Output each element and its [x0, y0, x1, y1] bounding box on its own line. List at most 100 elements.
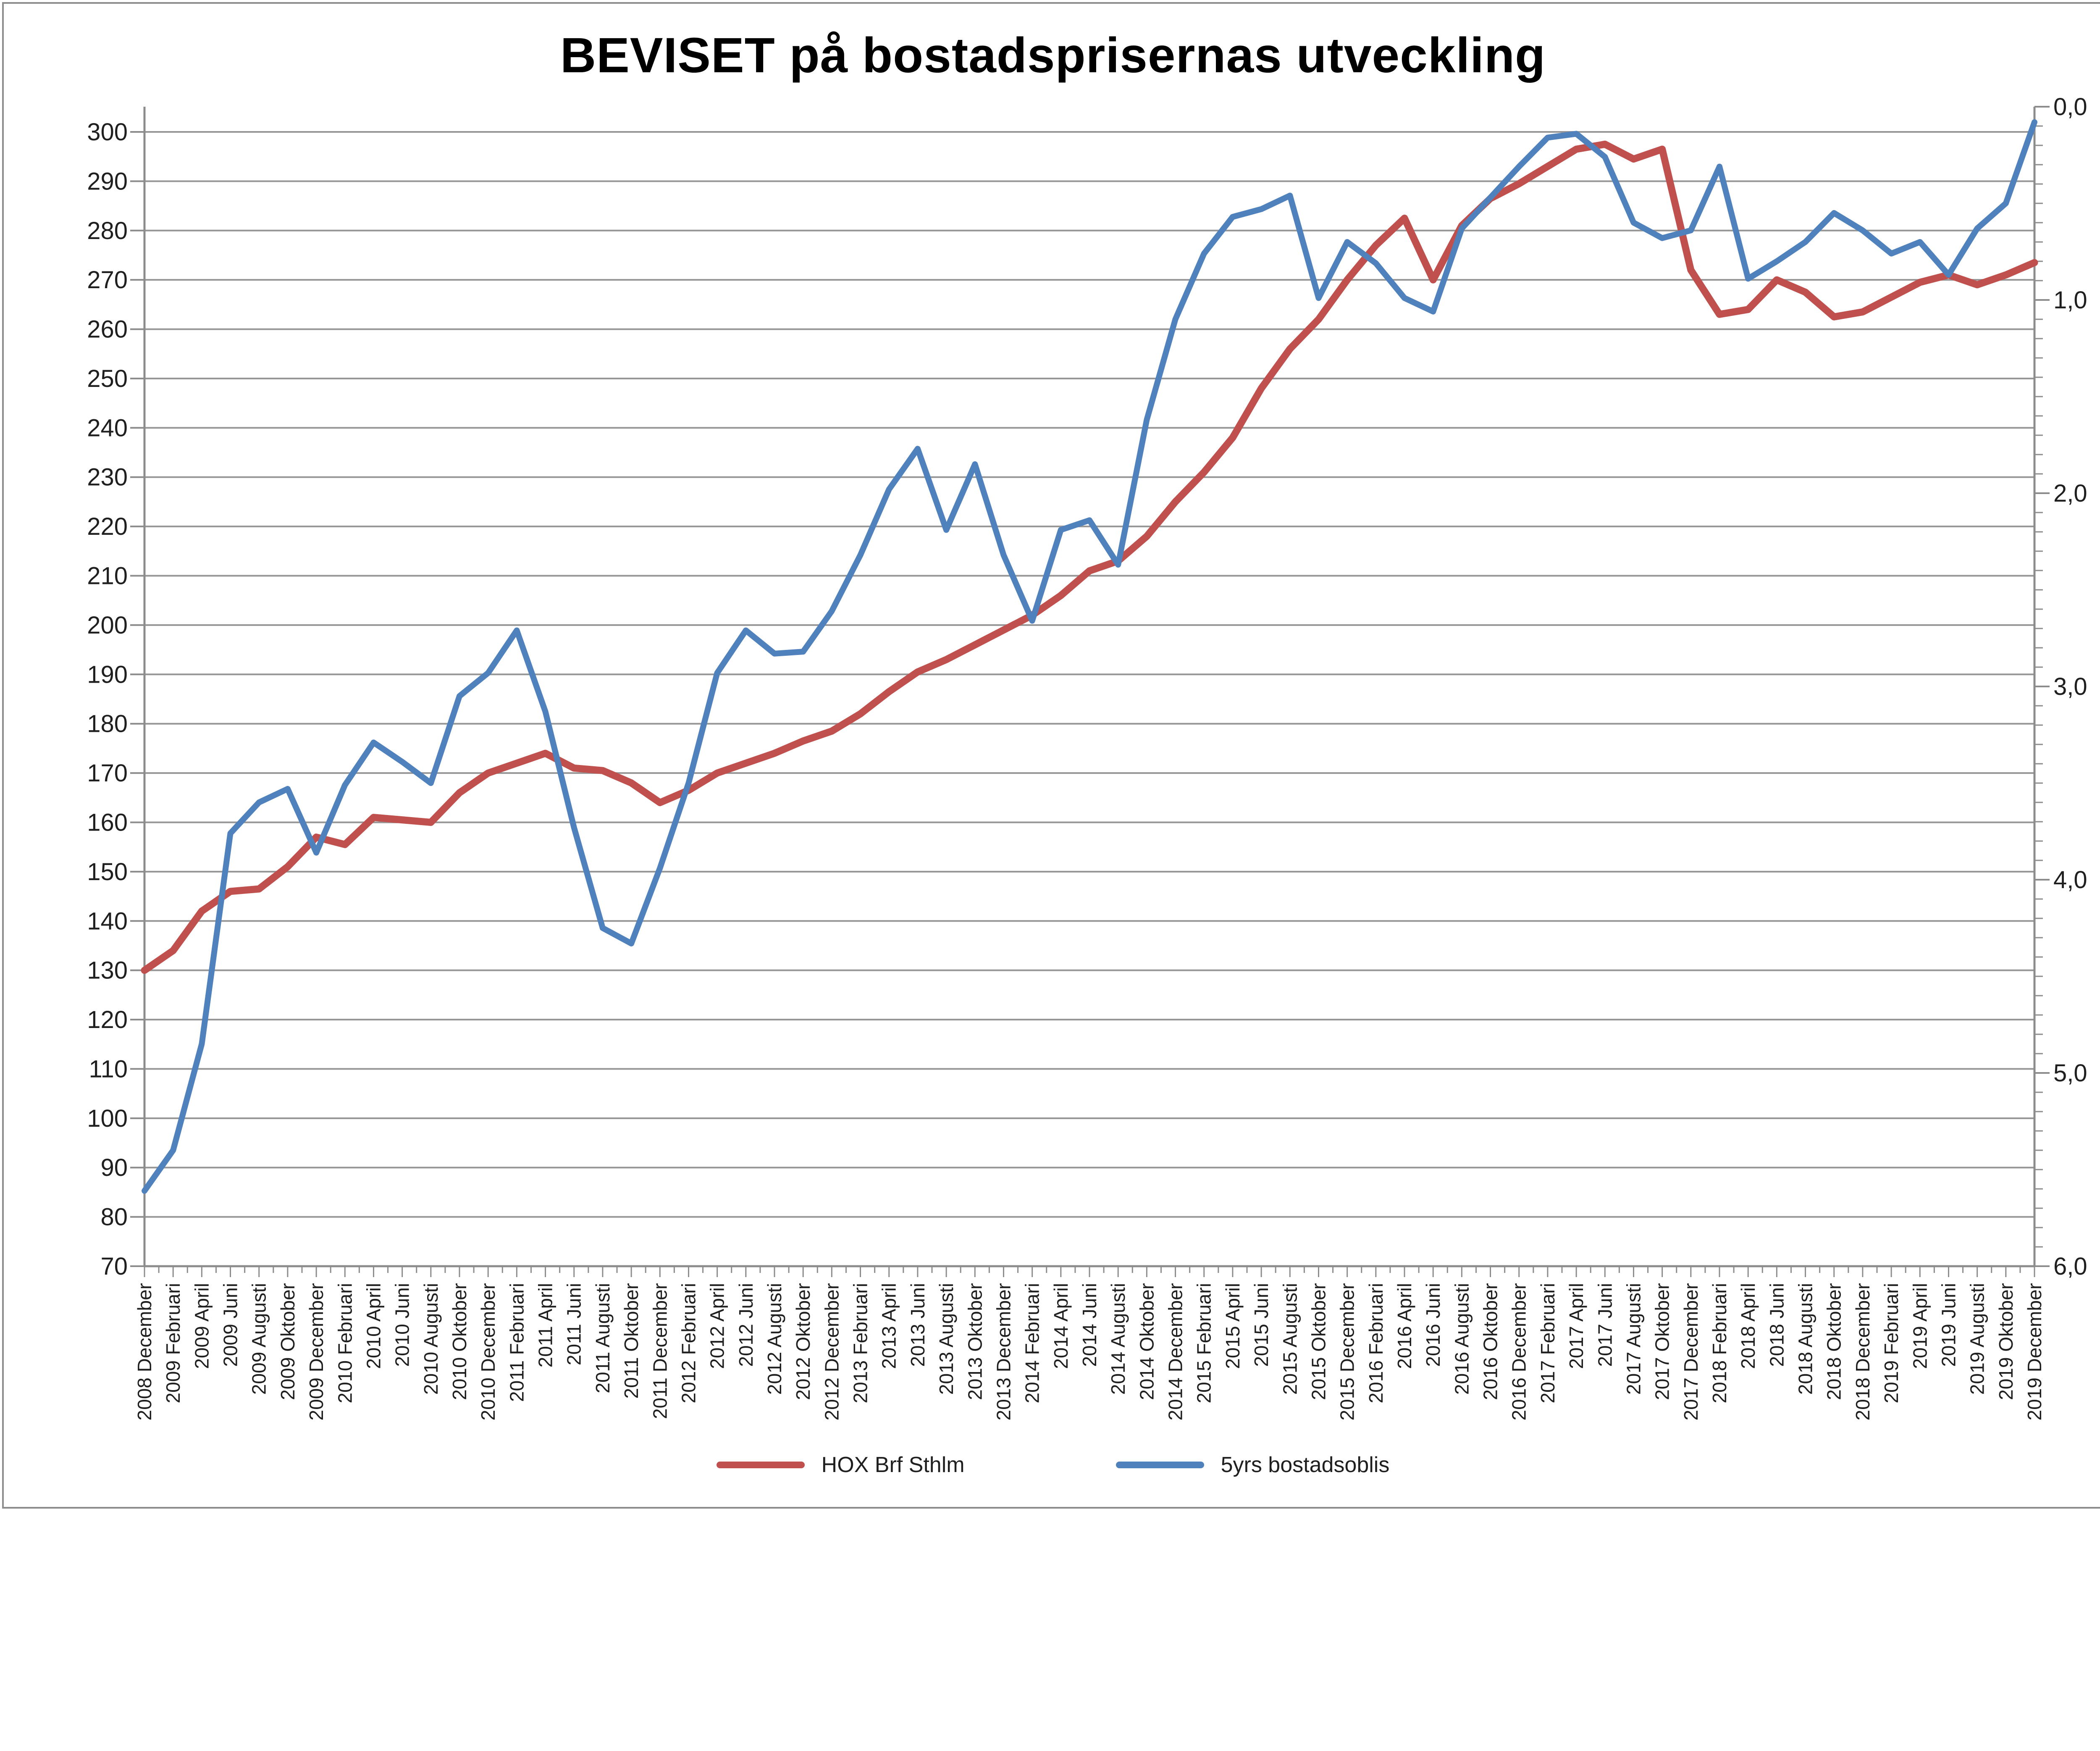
x-axis-label: 2016 Oktober: [1480, 1283, 1502, 1400]
y-axis-label-left: 280: [87, 217, 128, 245]
x-axis-label: 2019 April: [1909, 1283, 1931, 1369]
x-axis-label: 2009 Augusti: [248, 1283, 270, 1395]
x-axis-label: 2019 Augusti: [1966, 1283, 1988, 1395]
y-axis-label-left: 250: [87, 365, 128, 392]
x-axis-label: 2014 Augusti: [1107, 1283, 1129, 1395]
chart-frame: BEVISET på bostadsprisernas utveckling 3…: [2, 2, 2100, 1509]
x-axis-label: 2019 December: [2024, 1283, 2045, 1420]
x-axis-label: 2015 Augusti: [1279, 1283, 1301, 1395]
y-axis-label-left: 150: [87, 858, 128, 886]
x-axis-label: 2009 Oktober: [277, 1283, 299, 1400]
y-axis-label-right: 3,0: [2053, 673, 2087, 700]
y-axis-label-left: 180: [87, 710, 128, 738]
x-axis-label: 2012 Augusti: [764, 1283, 785, 1395]
y-axis-label-left: 220: [87, 513, 128, 540]
legend-item-hox: HOX Brf Sthlm: [716, 1452, 965, 1478]
y-axis-label-left: 100: [87, 1105, 128, 1132]
x-axis-label: 2011 December: [649, 1283, 671, 1419]
x-axis-label: 2018 Juni: [1766, 1283, 1788, 1367]
x-axis-label: 2019 Juni: [1937, 1283, 1959, 1367]
y-axis-label-left: 140: [87, 907, 128, 935]
legend-label-bond: 5yrs bostadsoblis: [1221, 1453, 1390, 1477]
x-axis-label: 2014 Februari: [1021, 1283, 1043, 1403]
legend-swatch-hox: [716, 1462, 805, 1468]
series-line-hox: [141, 140, 2038, 974]
x-axis-label: 2019 Februari: [1880, 1283, 1902, 1403]
y-axis-label-right: 4,0: [2053, 866, 2087, 894]
y-axis-label-left: 110: [89, 1055, 128, 1083]
x-axis-label: 2009 December: [305, 1283, 327, 1420]
x-axis-label: 2011 Februari: [506, 1283, 528, 1402]
y-axis-label-left: 70: [100, 1253, 128, 1280]
x-axis-label: 2010 Oktober: [449, 1283, 470, 1400]
x-axis-label: 2009 April: [191, 1283, 213, 1369]
x-axis-label: 2018 December: [1852, 1283, 1874, 1420]
y-axis-label-left: 230: [87, 464, 128, 491]
x-axis-label: 2015 December: [1336, 1283, 1358, 1420]
x-axis-label: 2013 April: [878, 1283, 900, 1369]
x-axis-label: 2009 Februari: [162, 1283, 184, 1403]
y-axis-label-right: 5,0: [2053, 1060, 2087, 1087]
x-axis-label: 2017 Juni: [1594, 1283, 1616, 1367]
x-axis-label: 2016 Februari: [1365, 1283, 1387, 1403]
x-axis-label: 2017 Oktober: [1651, 1283, 1673, 1400]
y-axis-label-left: 160: [87, 809, 128, 836]
legend-swatch-bond: [1116, 1462, 1204, 1468]
y-axis-label-left: 90: [100, 1154, 128, 1181]
x-axis-label: 2015 April: [1222, 1283, 1244, 1369]
x-axis-label: 2012 Februari: [677, 1283, 699, 1403]
x-axis-label: 2015 Februari: [1193, 1283, 1215, 1403]
chart-title: BEVISET på bostadsprisernas utveckling: [560, 28, 1546, 83]
y-axis-label-right: 1,0: [2053, 287, 2087, 314]
x-axis-label: 2014 April: [1050, 1283, 1072, 1369]
x-axis-label: 2010 Februari: [334, 1283, 356, 1403]
legend-item-bond: 5yrs bostadsoblis: [1116, 1452, 1390, 1478]
x-axis-label: 2014 Oktober: [1136, 1283, 1158, 1400]
y-axis-label-left: 130: [87, 957, 128, 984]
y-axis-label-left: 300: [87, 118, 128, 146]
x-axis-label: 2013 Oktober: [964, 1283, 986, 1400]
y-axis-label-left: 240: [87, 414, 128, 442]
y-axis-label-left: 190: [87, 661, 128, 688]
x-axis-label: 2011 Oktober: [620, 1283, 642, 1399]
plot-area: 300 290 280 270 260 250 240 230 220 210 200 190 180 1…: [87, 93, 2087, 1420]
x-axis-label: 2016 Juni: [1422, 1283, 1444, 1367]
x-axis-label: 2011 Augusti: [592, 1283, 614, 1393]
y-axis-label-right: 2,0: [2053, 480, 2087, 507]
x-axis-label: 2010 Augusti: [420, 1283, 442, 1395]
y-axis-label-left: 260: [87, 316, 128, 343]
x-axis-label: 2017 Augusti: [1622, 1283, 1644, 1395]
x-axis-label: 2011 April: [535, 1283, 556, 1367]
x-axis-label: 2018 Oktober: [1823, 1283, 1845, 1400]
x-axis-label: 2016 April: [1394, 1283, 1415, 1369]
x-axis-label: 2013 December: [992, 1283, 1014, 1420]
x-axis-label: 2012 December: [821, 1283, 843, 1420]
y-axis-label-left: 210: [87, 563, 128, 590]
y-axis-label-left: 270: [87, 266, 128, 294]
y-axis-label-right: 6,0: [2053, 1253, 2087, 1280]
y-axis-label-left: 80: [100, 1204, 128, 1231]
x-axis-label: 2010 April: [362, 1283, 384, 1369]
x-axis-label: 2018 April: [1737, 1283, 1759, 1369]
x-axis-label: 2018 Augusti: [1795, 1283, 1816, 1395]
x-axis-label: 2010 Juni: [391, 1283, 413, 1367]
y-axis-label-right: 0,0: [2053, 93, 2087, 121]
x-axis-label: 2010 December: [477, 1283, 499, 1420]
legend-label-hox: HOX Brf Sthlm: [821, 1453, 965, 1477]
x-axis-label: 2016 Augusti: [1451, 1283, 1473, 1395]
series-line-bond: [142, 119, 2037, 1194]
x-axis-label: 2012 Juni: [735, 1283, 757, 1367]
x-axis-label: 2012 Oktober: [792, 1283, 814, 1400]
x-axis-label: 2012 April: [706, 1283, 728, 1369]
x-axis-label: 2013 Februari: [850, 1283, 872, 1403]
y-axis-label-left: 290: [87, 168, 128, 195]
y-axis-label-left: 120: [87, 1006, 128, 1033]
legend: HOX Brf Sthlm 5yrs bostadsoblis: [4, 1452, 2100, 1478]
y-axis-label-left: 200: [87, 612, 128, 639]
x-axis-label: 2015 Juni: [1250, 1283, 1272, 1367]
x-axis-label: 2008 December: [134, 1283, 155, 1420]
x-axis-label: 2017 April: [1565, 1283, 1587, 1369]
x-axis-label: 2018 Februari: [1709, 1283, 1730, 1403]
x-axis-label: 2011 Juni: [563, 1283, 585, 1365]
